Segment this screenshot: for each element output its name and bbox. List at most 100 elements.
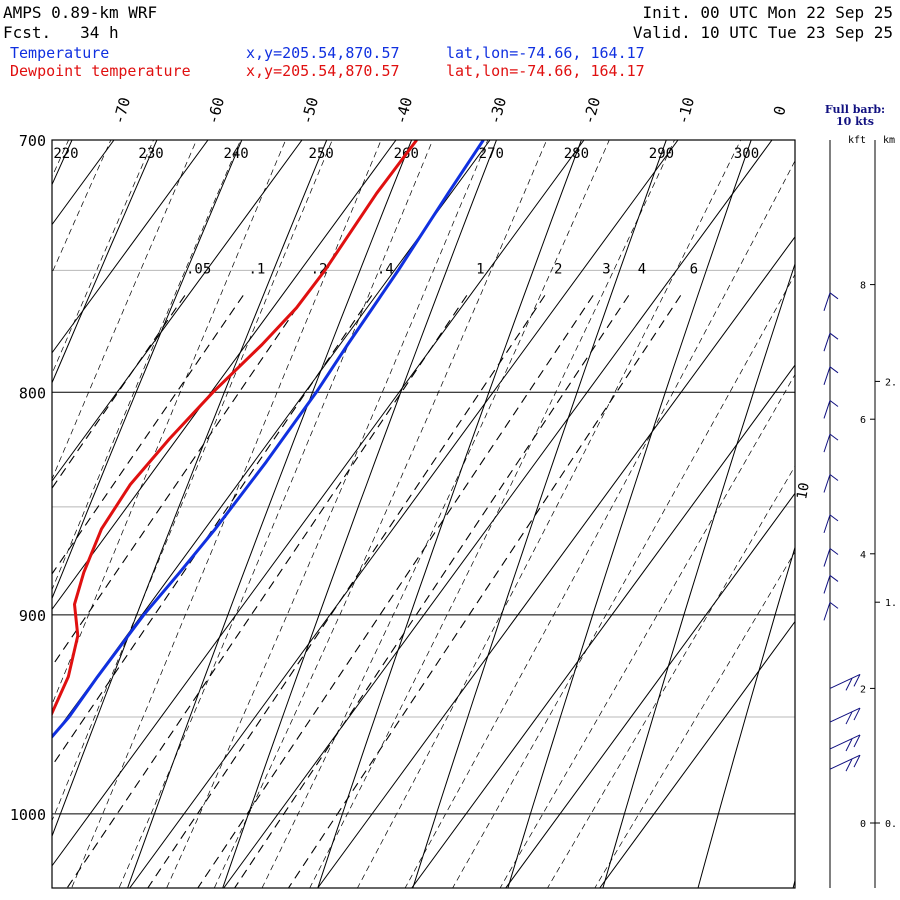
isotherm: [129, 140, 679, 888]
dry-adiabat: [222, 140, 498, 888]
wind-barb-shaft: [829, 673, 861, 689]
moist-adiabat: [52, 140, 333, 822]
moist-adiabat: [52, 140, 197, 480]
temperature-tick-label: -50: [298, 95, 322, 126]
isotherm: [52, 140, 491, 739]
dry-adiabat: [52, 140, 328, 838]
wind-barb-shaft: [823, 400, 831, 419]
isotherm: [599, 620, 795, 888]
temperature-tick-label: -10: [674, 95, 698, 126]
mixing-ratio-line: [234, 295, 630, 888]
legend-temperature-name: Temperature: [10, 44, 109, 62]
legend-dewpoint-name: Dewpoint temperature: [10, 62, 191, 80]
mixing-ratio-label: .1: [248, 261, 265, 277]
km-tick-label: 0.: [885, 819, 897, 830]
moist-adiabat: [52, 140, 112, 274]
wind-barb-shaft: [823, 333, 831, 352]
mixing-ratio-label: .4: [377, 261, 394, 277]
kft-tick-label: 2: [860, 684, 866, 695]
wind-barb: [823, 548, 839, 567]
km-tick-label: 1.: [885, 598, 897, 609]
mixing-ratio-label: 3: [602, 261, 610, 277]
mixing-ratio-label: .05: [186, 261, 211, 277]
km-label: km: [883, 135, 895, 146]
mixing-ratio-line: [66, 295, 468, 888]
moist-adiabat: [547, 465, 795, 888]
wind-barb-flag: [829, 332, 839, 340]
wind-barb: [823, 433, 839, 453]
dry-adiabat: [127, 140, 413, 888]
wind-barb-flag: [845, 678, 853, 691]
moist-adiabat: [499, 373, 795, 888]
moist-adiabat: [357, 140, 742, 888]
mixing-ratio-label: 6: [690, 261, 698, 277]
legend-temperature-latlon: lat,lon=-74.66, 164.17: [446, 44, 645, 62]
kft-tick-label: 4: [860, 550, 866, 561]
pressure-tick-label: 800: [19, 384, 46, 402]
wind-barb: [829, 734, 861, 752]
wind-barb-flag: [829, 601, 839, 609]
dry-adiabat: [52, 140, 243, 600]
isotherm: [52, 140, 209, 354]
adiabat-label: 230: [138, 146, 163, 162]
wind-barb-shaft: [823, 366, 831, 385]
pressure-tick-label: 1000: [10, 806, 46, 824]
adiabat-label: 280: [564, 146, 589, 162]
temperature-tick-label: -40: [392, 95, 416, 126]
barb-legend-line1: Full barb:: [825, 103, 885, 116]
isotherm: [0, 140, 20, 888]
wind-barb-flag: [829, 474, 839, 481]
wind-barb-flag: [845, 738, 853, 752]
wind-barb: [823, 400, 839, 419]
wind-barb-shaft: [829, 754, 861, 770]
wind-barb: [823, 366, 839, 385]
temperature-tick-label: -60: [204, 95, 228, 126]
moist-adiabat: [309, 140, 675, 888]
wind-barb: [829, 754, 861, 772]
wind-barb-shaft: [823, 292, 831, 311]
sounding-series: [52, 140, 485, 740]
init-time: Init. 00 UTC Mon 22 Sep 25: [643, 3, 893, 22]
wind-barb-shaft: [823, 514, 831, 534]
isotherm: [52, 140, 115, 226]
dry-adiabat: [602, 262, 795, 888]
pressure-tick-label: 700: [19, 132, 46, 150]
wind-barb-flag: [829, 514, 839, 522]
adiabat-label: 250: [309, 146, 334, 162]
wind-barb: [823, 474, 839, 493]
legend-dewpoint-latlon: lat,lon=-74.66, 164.17: [446, 62, 645, 80]
wind-barb-flag: [829, 433, 839, 441]
pressure-tick-label: 900: [19, 607, 46, 625]
moist-adiabat: [213, 140, 548, 888]
wind-barb-flag: [829, 548, 839, 555]
mixing-ratio-label: 4: [638, 261, 646, 277]
moist-adiabat: [261, 140, 610, 888]
moist-adiabat: [71, 140, 382, 888]
model-title: AMPS 0.89-km WRF: [3, 3, 157, 22]
wind-barb-flag: [829, 366, 839, 374]
valid-time: Valid. 10 UTC Tue 23 Sep 25: [633, 23, 893, 42]
adiabat-label: 220: [53, 146, 78, 162]
wind-barb: [823, 601, 839, 621]
legend-temperature-xy: x,y=205.54,870.57: [246, 44, 400, 62]
temperature-tick-label: -30: [486, 95, 510, 126]
temperature-tick-label: -70: [110, 95, 134, 126]
kft-label: kft: [848, 135, 866, 146]
wind-barb-shaft: [823, 474, 831, 493]
adiabat-label: 290: [649, 146, 674, 162]
wind-barb-flag: [829, 575, 839, 582]
dry-adiabat: [697, 545, 795, 888]
adiabat-label: 270: [479, 146, 504, 162]
wind-barb-flag: [853, 754, 861, 768]
dry-adiabat: [412, 140, 667, 888]
barb-legend-line2: 10 kts: [836, 115, 874, 128]
wind-barb-flag: [845, 711, 853, 725]
moist-adiabat: [52, 140, 69, 178]
wind-annotation: 10: [794, 481, 813, 500]
legend-dewpoint-xy: x,y=205.54,870.57: [246, 62, 400, 80]
moist-adiabat: [52, 140, 241, 591]
mixing-ratio-line: [197, 295, 594, 888]
plot-frame: [51, 139, 796, 889]
